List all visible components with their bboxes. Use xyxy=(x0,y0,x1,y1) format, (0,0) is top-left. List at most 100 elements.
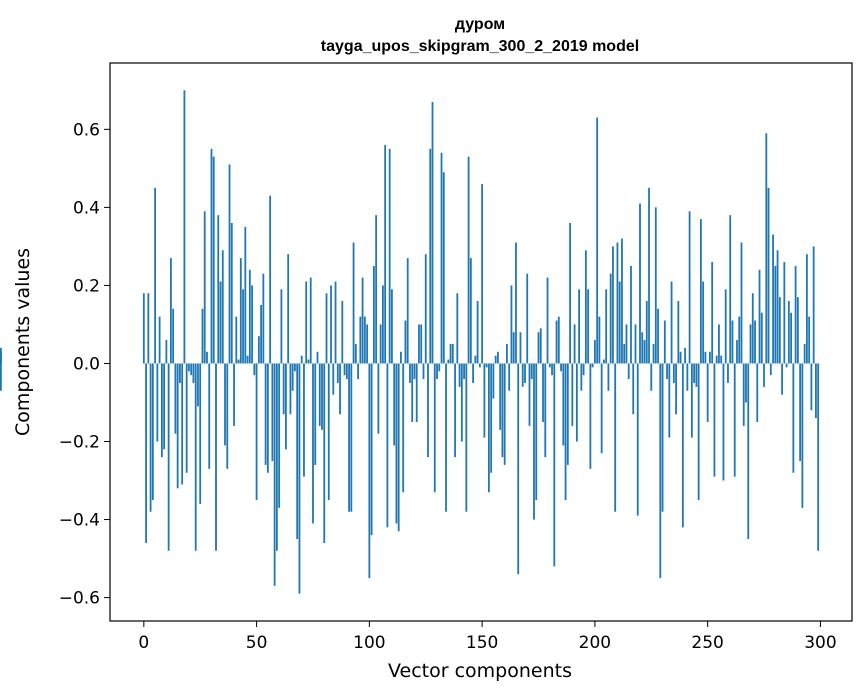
bar-116 xyxy=(404,320,407,364)
bar-177 xyxy=(542,363,544,422)
bar-252 xyxy=(711,262,714,364)
bar-202 xyxy=(598,316,601,364)
bar-173 xyxy=(533,363,535,520)
bar-11 xyxy=(167,363,170,551)
bar-196 xyxy=(584,250,587,364)
bar-169 xyxy=(524,363,526,383)
bar-65 xyxy=(289,363,292,415)
bars-group xyxy=(0,90,820,594)
y-axis-ticks: −0.6 −0.4 −0.2 0.0 0.2 0.4 0.6 xyxy=(59,120,110,609)
bar-276 xyxy=(765,133,768,364)
bar-175 xyxy=(537,332,540,364)
bar-118 xyxy=(409,363,411,383)
bar-93 xyxy=(352,242,355,364)
bar-110 xyxy=(391,289,393,364)
bar-2 xyxy=(147,293,150,364)
bar-91 xyxy=(348,363,350,512)
bar-194 xyxy=(580,363,583,391)
bar-121 xyxy=(415,363,418,422)
bar-153 xyxy=(487,363,490,493)
bar-170 xyxy=(526,273,529,364)
bar-37 xyxy=(226,363,229,469)
bar-223 xyxy=(645,301,648,364)
bar-112 xyxy=(395,363,398,524)
bar-197 xyxy=(587,289,590,364)
bar-268 xyxy=(747,363,750,540)
bar-171 xyxy=(528,363,531,426)
bar-32 xyxy=(215,363,217,551)
bar-215 xyxy=(627,363,630,380)
bar-260 xyxy=(729,215,732,364)
chart-subtitle: tayga_upos_skipgram_300_2_2019 model xyxy=(321,38,639,55)
bar-48 xyxy=(251,285,253,364)
bar-203 xyxy=(600,363,603,454)
bar-165 xyxy=(515,242,517,364)
bar-245 xyxy=(695,363,698,387)
bar-291 xyxy=(799,363,802,462)
y-axis-label: Components values xyxy=(12,248,34,436)
bar-254 xyxy=(715,355,718,364)
bar-28 xyxy=(206,351,208,364)
bar-74 xyxy=(309,277,312,364)
bar-141 xyxy=(460,363,463,442)
bar-18 xyxy=(183,90,186,364)
bar-9 xyxy=(163,363,166,450)
x-tick-label: 150 xyxy=(466,633,498,653)
bar-237 xyxy=(677,301,680,364)
bar-89 xyxy=(343,363,346,376)
bar-159 xyxy=(501,363,504,458)
bar-253 xyxy=(713,363,716,477)
bar-147 xyxy=(474,355,477,364)
bar-126 xyxy=(427,363,429,458)
bar-207 xyxy=(609,273,612,364)
bar-143 xyxy=(465,363,468,512)
y-tick-label: 0.2 xyxy=(73,276,100,296)
bar-149 xyxy=(478,363,481,368)
bar-206 xyxy=(607,363,610,391)
bar-53 xyxy=(262,273,265,364)
bar-109 xyxy=(388,148,391,364)
bar-213 xyxy=(623,343,626,364)
bar-85 xyxy=(334,281,337,364)
bar-5 xyxy=(154,187,156,364)
bar-113 xyxy=(397,363,400,532)
bar-297 xyxy=(812,246,815,364)
bar-29 xyxy=(208,363,211,469)
bar-17 xyxy=(181,363,184,485)
bar-298 xyxy=(815,363,817,419)
bar-249 xyxy=(704,351,707,364)
x-tick-label: 50 xyxy=(246,633,268,653)
bar-106 xyxy=(381,285,384,364)
bar-102 xyxy=(372,265,375,364)
bar-87 xyxy=(339,363,341,415)
bar-216 xyxy=(630,265,632,364)
bar-275 xyxy=(763,363,765,387)
bar-140 xyxy=(458,363,461,387)
bar-272 xyxy=(756,363,759,422)
bar-122 xyxy=(418,324,420,364)
bar-150 xyxy=(481,183,484,364)
bar-40 xyxy=(233,363,235,426)
bar-228 xyxy=(657,308,659,364)
bar-15 xyxy=(176,363,179,489)
bar-290 xyxy=(796,297,799,364)
bar-99 xyxy=(366,324,368,364)
bar-133 xyxy=(442,172,445,364)
bar-270 xyxy=(751,293,754,364)
bar-142 xyxy=(463,363,465,380)
bar-108 xyxy=(386,363,389,528)
bar-59 xyxy=(275,363,278,551)
bar-31 xyxy=(212,156,215,364)
bar-58 xyxy=(273,363,276,586)
bar-139 xyxy=(456,293,459,364)
bar-98 xyxy=(363,316,366,364)
bar-183 xyxy=(555,320,558,364)
bar-250 xyxy=(706,363,709,422)
bar-67 xyxy=(294,363,296,372)
bar-267 xyxy=(745,363,747,403)
bar-205 xyxy=(605,289,608,364)
bar-239 xyxy=(681,363,684,528)
bar-6 xyxy=(156,363,159,442)
bar-259 xyxy=(727,363,729,383)
